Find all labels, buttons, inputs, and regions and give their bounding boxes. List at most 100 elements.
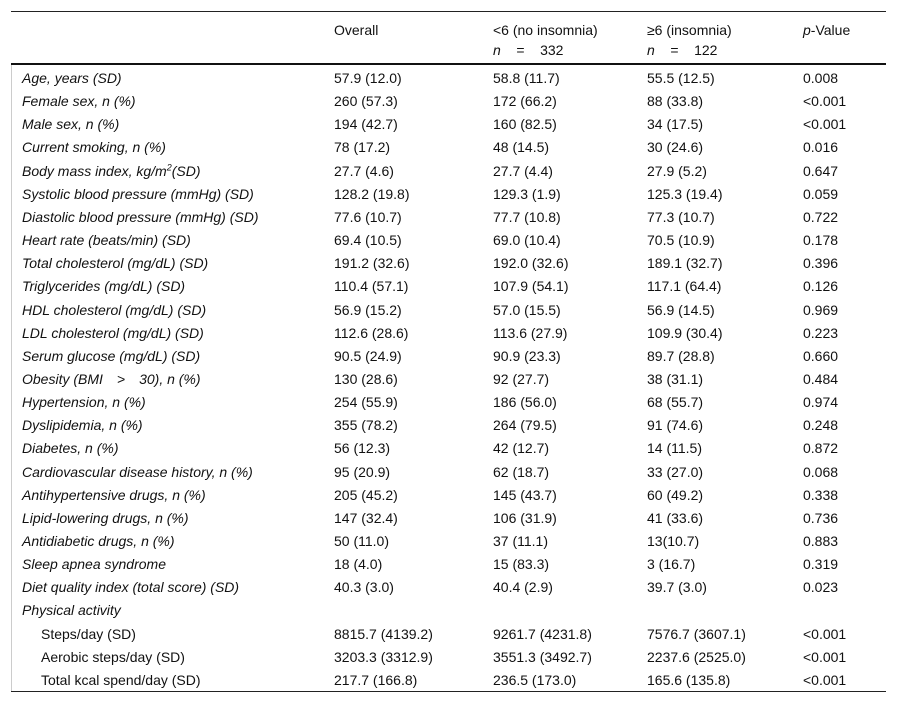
cell-insomnia: 14 (11.5) [647,440,702,457]
row-label: Total cholesterol (mg/dL) (SD) [22,252,208,275]
cell-no-insomnia: 106 (31.9) [493,509,557,526]
row-label-text: Total cholesterol (mg/dL) (SD) [22,255,209,272]
cell-no-insomnia: 57.0 (15.5) [493,301,561,318]
row-label: Antidiabetic drugs, n (%) [22,530,175,553]
cell-overall: 130 (28.6) [334,370,398,387]
row-label-text: LDL cholesterol (mg/dL) (SD) [22,324,204,341]
row-label: Steps/day (SD) [41,623,136,646]
table-row: Lipid-lowering drugs, n (%) 147 (32.4) 106… [11,507,886,530]
cell-overall: 112.6 (28.6) [334,324,409,341]
cell-p-value: 0.023 [803,579,839,596]
table-row: Serum glucose (mg/dL) (SD) 90.5 (24.9) 90.… [11,345,886,368]
row-label: Serum glucose (mg/dL) (SD) [22,345,200,368]
table-row: Aerobic steps/day (SD) 3203.3 (3312.9) 355… [11,646,886,669]
cell-no-insomnia: 15 (83.3) [493,556,550,573]
cell-no-insomnia: 58.8 (11.7) [493,70,560,86]
row-label: Dyslipidemia, n (%) [22,414,143,437]
row-label-text: Diastolic blood pressure (mmHg) (SD) [22,208,259,225]
row-label-text: Obesity (BMI > 30), n (%) [22,370,201,387]
table-row: Diastolic blood pressure (mmHg) (SD) 77.6… [11,206,886,229]
cell-p-value: <0.001 [803,625,847,642]
row-label-suffix: (SD) [171,162,201,179]
cell-overall: 78 (17.2) [334,139,391,156]
row-label-text: Systolic blood pressure (mmHg) (SD) [22,185,254,202]
cell-insomnia: 56.9 (14.5) [647,301,715,318]
row-label: HDL cholesterol (mg/dL) (SD) [22,299,206,322]
header-overall: Overall [334,20,378,40]
row-label: Current smoking, n (%) [22,136,166,159]
table-row: Physical activity [11,599,886,622]
table-row: Dyslipidemia, n (%) 355 (78.2) 264 (79.5) 9… [11,414,886,437]
cell-insomnia: 109.9 (30.4) [647,324,723,341]
cell-insomnia: 34 (17.5) [647,116,704,133]
table-row: Diet quality index (total score) (SD) 40.… [11,576,886,599]
row-label-text: Dyslipidemia, n (%) [22,417,143,434]
cell-insomnia: 165.6 (135.8) [647,671,731,688]
row-label: LDL cholesterol (mg/dL) (SD) [22,322,204,345]
row-label: Physical activity [22,599,121,622]
cell-overall: 194 (42.7) [334,116,398,133]
cell-p-value: 0.969 [803,301,839,318]
row-label: Sleep apnea syndrome [22,553,166,576]
table-row: Hypertension, n (%) 254 (55.9) 186 (56.0) 6… [11,391,886,414]
table-header: Overall <6 (no insomnia) n = 332 ≥6 (ins… [11,20,886,64]
cell-insomnia: 91 (74.6) [647,417,704,434]
table-row: Cardiovascular disease history, n (%) 95 … [11,461,886,484]
cell-no-insomnia: 48 (14.5) [493,139,550,156]
cell-p-value: 0.484 [803,370,839,387]
table-row: Current smoking, n (%) 78 (17.2) 48 (14.5)… [11,136,886,159]
cell-overall: 18 (4.0) [334,556,383,573]
cell-no-insomnia: 107.9 (54.1) [493,278,569,295]
cell-insomnia: 7576.7 (3607.1) [647,625,746,642]
cell-overall: 56 (12.3) [334,440,391,457]
cell-no-insomnia: 129.3 (1.9) [493,185,561,202]
header-n: n = 332 [493,40,598,60]
cell-overall: 355 (78.2) [334,417,398,434]
row-label: Aerobic steps/day (SD) [41,646,185,669]
cell-p-value: 0.338 [803,486,839,503]
n-value: 332 [540,42,564,58]
table-row: Systolic blood pressure (mmHg) (SD) 128.2… [11,183,886,206]
cell-insomnia: 2237.6 (2525.0) [647,648,746,665]
row-label: Systolic blood pressure (mmHg) (SD) [22,183,254,206]
row-label-text: Heart rate (beats/min) (SD) [22,232,191,249]
cell-p-value: 0.223 [803,324,839,341]
row-label: Body mass index, kg/m2(SD) [22,160,201,183]
cell-no-insomnia: 113.6 (27.9) [493,324,568,341]
cell-insomnia: 41 (33.6) [647,509,704,526]
row-label-text: Cardiovascular disease history, n (%) [22,463,253,480]
cell-p-value: <0.001 [803,648,847,665]
cell-p-value: 0.872 [803,440,839,457]
header-label: Overall [334,22,379,38]
row-label: Diet quality index (total score) (SD) [22,576,239,599]
cell-p-value: 0.178 [803,232,839,249]
cell-no-insomnia: 145 (43.7) [493,486,557,503]
cell-overall: 77.6 (10.7) [334,208,402,225]
row-label-text: Diabetes, n (%) [22,440,119,457]
cell-p-value: 0.974 [803,394,839,411]
header-n: n = 122 [647,40,732,60]
table-row: Total cholesterol (mg/dL) (SD) 191.2 (32.… [11,252,886,275]
row-label-text: Male sex, n (%) [22,116,120,133]
row-label: Female sex, n (%) [22,90,136,113]
cell-insomnia: 27.9 (5.2) [647,162,707,179]
cell-no-insomnia: 77.7 (10.8) [493,208,561,225]
row-label-text: Serum glucose (mg/dL) (SD) [22,347,201,364]
header-label: -Value [810,22,851,38]
table-row: Sleep apnea syndrome 18 (4.0) 15 (83.3) 3 (… [11,553,886,576]
cell-insomnia: 13(10.7) [647,533,700,549]
row-label-text: Total kcal spend/day (SD) [41,671,201,688]
cell-overall: 191.2 (32.6) [334,255,410,272]
cell-p-value: 0.736 [803,509,839,526]
cell-p-value: 0.126 [803,278,839,295]
cell-insomnia: 189.1 (32.7) [647,255,723,272]
row-label-text: Steps/day (SD) [41,625,136,642]
header-p-value: p-Value [803,20,850,40]
table-row: Diabetes, n (%) 56 (12.3) 42 (12.7) 14 (11.… [11,437,886,460]
cell-no-insomnia: 90.9 (23.3) [493,347,561,364]
table-row: Female sex, n (%) 260 (57.3) 172 (66.2) 88 … [11,90,886,113]
cell-p-value: 0.396 [803,255,839,272]
cell-overall: 69.4 (10.5) [334,232,402,249]
cell-overall: 260 (57.3) [334,93,398,110]
row-label-text: Age, years (SD) [22,70,122,86]
